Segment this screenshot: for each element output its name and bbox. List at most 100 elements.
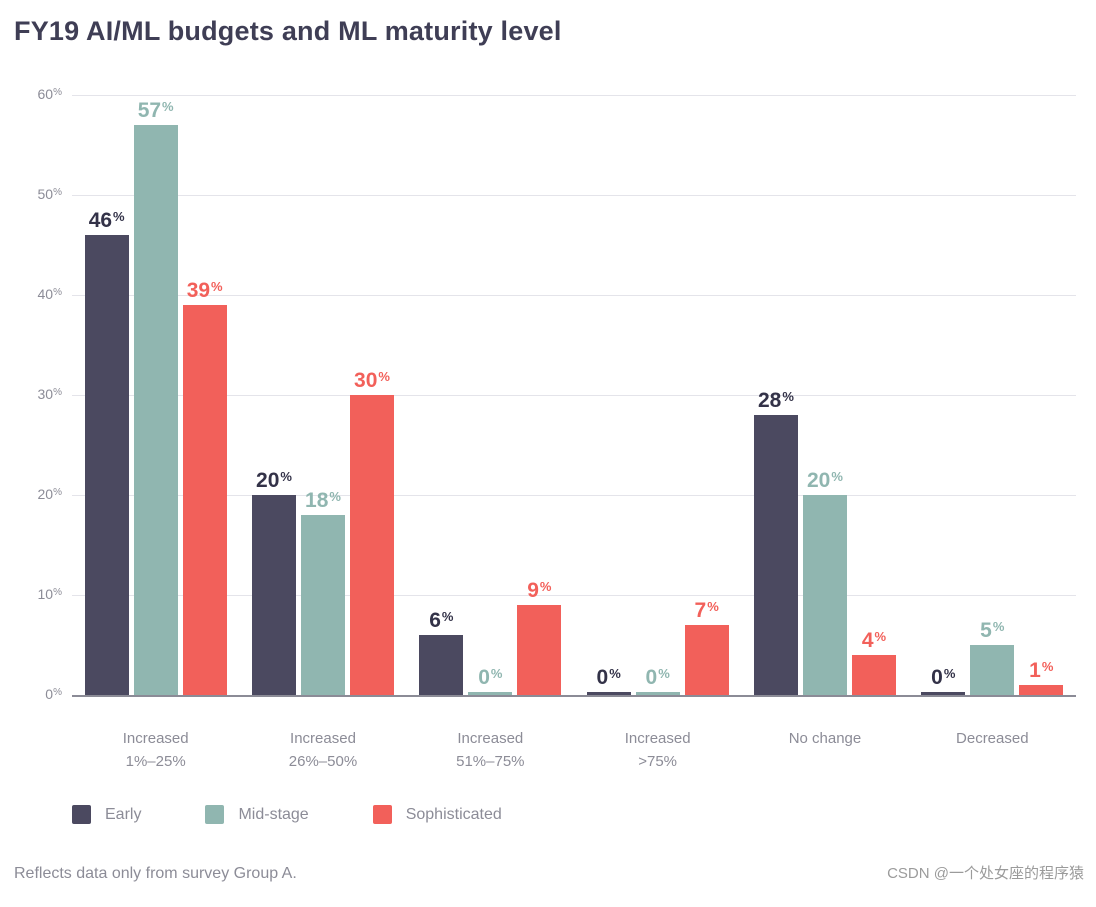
bar-value-label: 0% — [645, 666, 670, 689]
bar-sophisticated — [851, 655, 896, 695]
bar-group: 0% 0% 7% Increased >75% — [586, 95, 729, 770]
legend-swatch-mid-stage — [205, 805, 225, 824]
bar-with-label: 0% — [468, 666, 513, 695]
bar-value-label: 0% — [596, 666, 621, 689]
bar-with-label: 0% — [586, 666, 631, 695]
y-tick-label: 60% — [37, 86, 62, 102]
bar-with-label: 20% — [251, 469, 296, 695]
y-tick-label: 0% — [45, 686, 62, 702]
watermark: CSDN @一个处女座的程序猿 — [887, 865, 1084, 882]
chart-title: FY19 AI/ML budgets and ML maturity level — [14, 16, 562, 46]
legend: Early Mid-stage Sophisticated — [72, 805, 1086, 824]
y-tick-label: 50% — [37, 186, 62, 202]
bar-sophisticated — [1019, 685, 1064, 695]
footer: Reflects data only from survey Group A. … — [14, 862, 1084, 883]
bar-with-label: 28% — [753, 389, 798, 695]
bar-mid-stage — [970, 645, 1015, 695]
x-axis-label: Increased 26%–50% — [288, 730, 358, 770]
bar-group: 0% 5% 1% Decreased — [921, 95, 1064, 747]
legend-item-sophisticated: Sophisticated — [372, 805, 502, 824]
bar-group: 6% 0% 9% Increased 51%–75% — [419, 95, 562, 770]
gridline — [72, 595, 1076, 596]
y-tick-label: 20% — [37, 486, 62, 502]
bar-value-label: 4% — [861, 629, 887, 652]
bar-with-label: 18% — [300, 489, 345, 695]
bar-early — [753, 415, 798, 695]
bar-early — [921, 692, 966, 695]
bar-value-label: 28% — [758, 389, 794, 412]
bar-cluster: 28% 20% 4% — [753, 95, 896, 695]
bar-value-label: 1% — [1029, 659, 1054, 682]
bar-sophisticated — [182, 305, 227, 695]
bar-value-label: 7% — [694, 599, 719, 622]
legend-label-mid-stage: Mid-stage — [238, 805, 309, 823]
bar-value-label: 30% — [354, 369, 390, 392]
legend-item-early: Early — [72, 805, 141, 824]
gridline — [72, 695, 1076, 697]
x-axis-label: Increased 51%–75% — [456, 730, 525, 770]
bar-with-label: 0% — [921, 666, 966, 695]
bar-cluster: 20% 18% 30% — [251, 95, 394, 695]
legend-label-early: Early — [105, 805, 142, 823]
gridline — [72, 95, 1076, 96]
bar-with-label: 7% — [684, 599, 729, 695]
bar-mid-stage — [468, 692, 513, 695]
bar-mid-stage — [133, 125, 178, 695]
bar-group: 46% 57% 39% Increased 1%–25% — [84, 95, 227, 770]
bar-mid-stage — [802, 495, 847, 695]
x-axis-label: No change — [788, 730, 862, 747]
bar-with-label: 4% — [851, 629, 896, 695]
bar-early — [586, 692, 631, 695]
bar-early — [251, 495, 296, 695]
bar-value-label: 9% — [527, 579, 552, 602]
bar-value-label: 6% — [429, 609, 454, 632]
gridline — [72, 395, 1076, 396]
bar-value-label: 5% — [980, 619, 1005, 642]
bar-with-label: 0% — [635, 666, 680, 695]
bar-mid-stage — [300, 515, 345, 695]
footnote: Reflects data only from survey Group A. — [14, 865, 297, 882]
bar-mid-stage — [635, 692, 680, 695]
y-tick-label: 10% — [37, 586, 62, 602]
bar-early — [419, 635, 464, 695]
bar-with-label: 9% — [517, 579, 562, 695]
bar-with-label: 46% — [84, 209, 129, 695]
bar-with-label: 30% — [349, 369, 394, 695]
bar-group: 28% 20% 4% No change — [753, 95, 896, 747]
bar-value-label: 20% — [256, 469, 292, 492]
x-axis-label: Decreased — [956, 730, 1029, 747]
bar-value-label: 0% — [931, 666, 956, 689]
y-tick-label: 30% — [37, 386, 62, 402]
bar-cluster: 46% 57% 39% — [84, 95, 227, 695]
gridline — [72, 195, 1076, 196]
bar-group: 20% 18% 30% Increased 26%–50% — [251, 95, 394, 770]
bar-with-label: 1% — [1019, 659, 1064, 695]
bar-groups: 46% 57% 39% Increased 1%–25% 20% 18% 30% Increa… — [72, 95, 1076, 770]
bar-value-label: 18% — [305, 489, 341, 512]
bar-with-label: 5% — [970, 619, 1015, 695]
bar-early — [84, 235, 129, 695]
bar-cluster: 0% 5% 1% — [921, 95, 1064, 695]
bar-value-label: 46% — [88, 209, 125, 232]
gridline — [72, 495, 1076, 496]
bar-sophisticated — [684, 625, 729, 695]
x-axis-label: Increased >75% — [624, 730, 691, 770]
bar-value-label: 57% — [137, 99, 174, 122]
legend-label-sophisticated: Sophisticated — [405, 805, 502, 823]
gridline — [72, 295, 1076, 296]
bar-cluster: 0% 0% 7% — [586, 95, 729, 695]
bar-value-label: 0% — [478, 666, 503, 689]
x-axis-label: Increased 1%–25% — [122, 730, 189, 770]
bar-chart: 0% 10% 20% 30% 40% 50% 60% 46% 57% 39% Increased … — [38, 86, 1076, 770]
bar-value-label: 20% — [807, 469, 843, 492]
bar-sophisticated — [349, 395, 394, 695]
legend-item-mid-stage: Mid-stage — [205, 805, 309, 824]
bar-with-label: 6% — [419, 609, 464, 695]
legend-swatch-sophisticated — [372, 805, 392, 824]
bar-cluster: 6% 0% 9% — [419, 95, 562, 695]
bar-sophisticated — [517, 605, 562, 695]
y-tick-label: 40% — [37, 286, 62, 302]
bar-with-label: 57% — [133, 99, 178, 695]
legend-swatch-early — [72, 805, 91, 824]
